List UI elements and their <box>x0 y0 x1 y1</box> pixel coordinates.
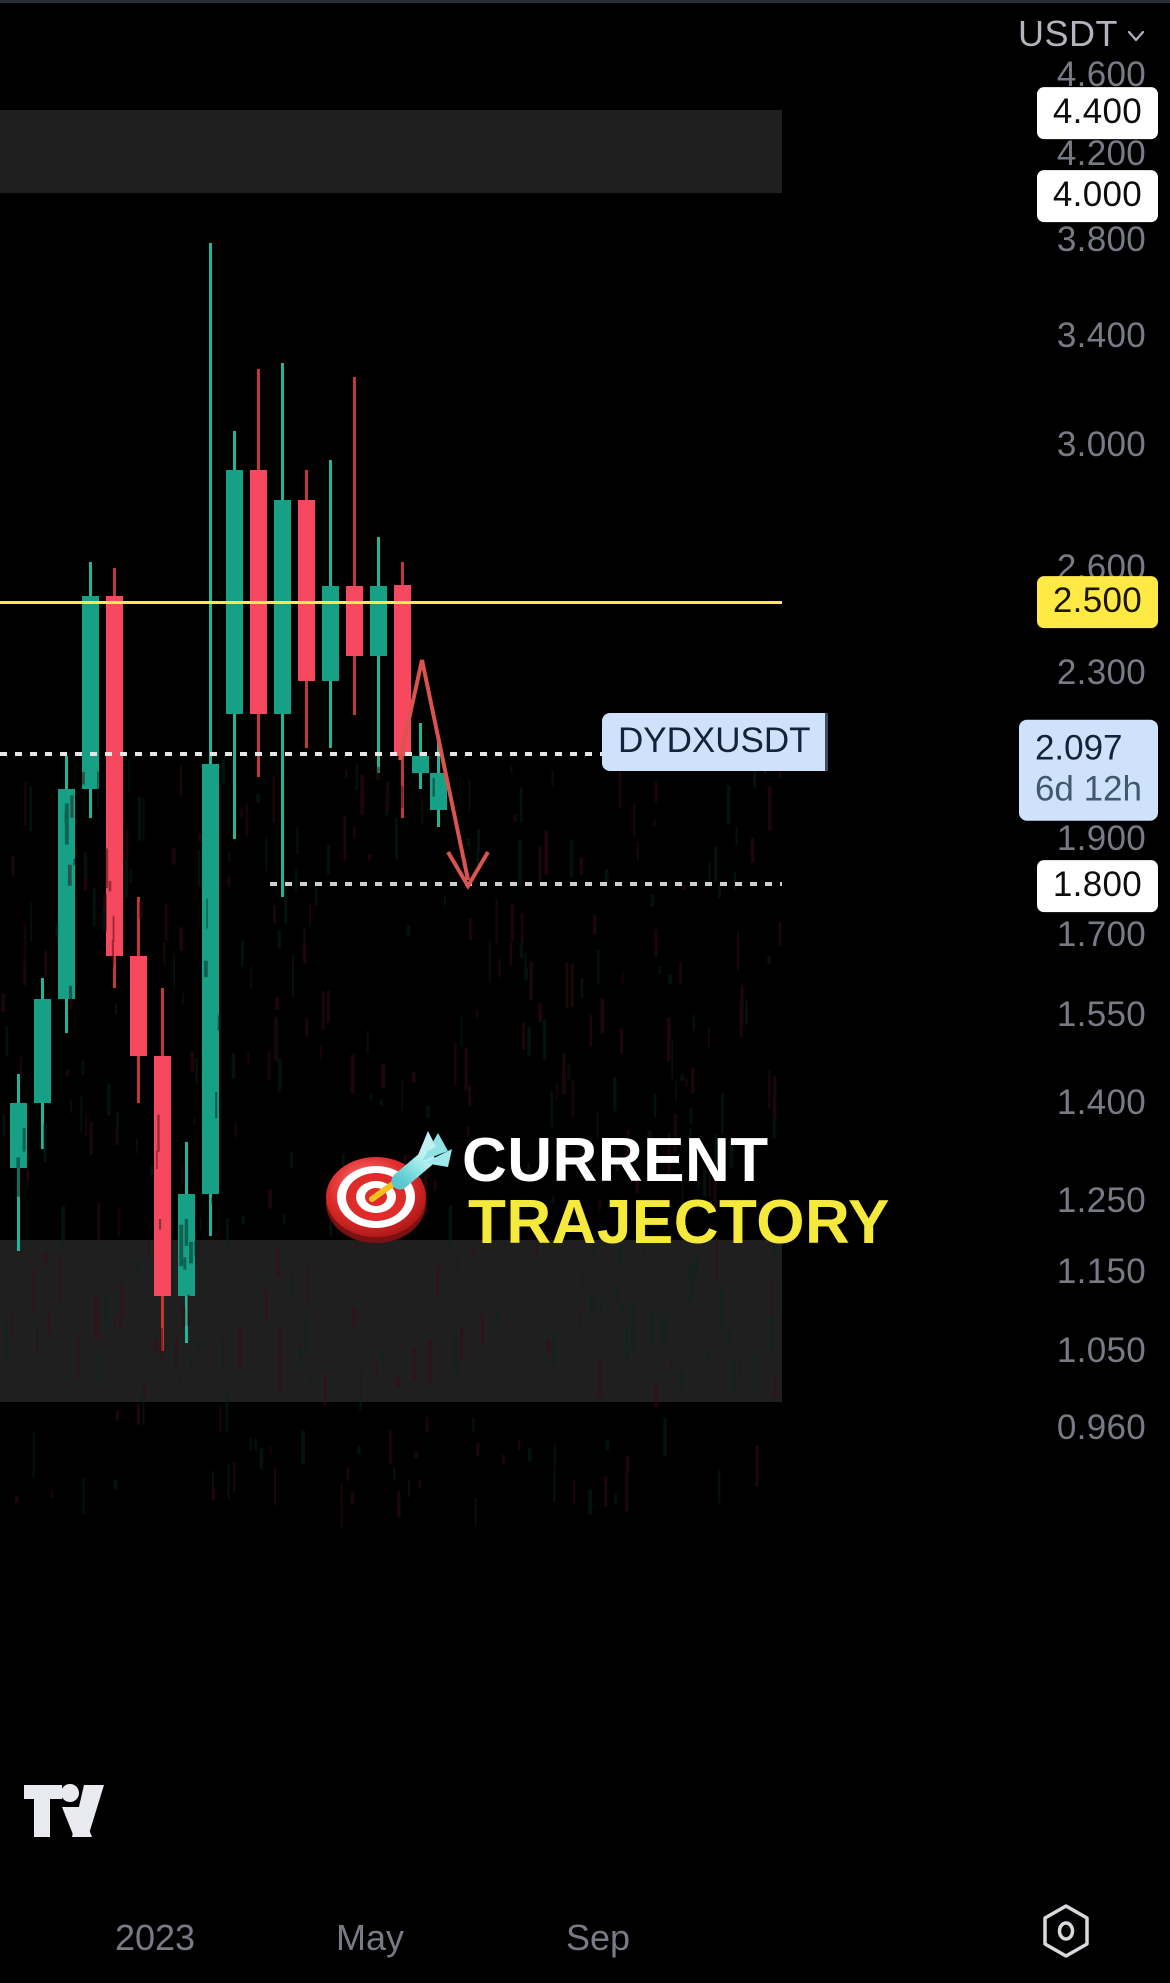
candle-body <box>226 469 243 715</box>
candle-body <box>82 595 99 790</box>
candle <box>250 368 267 777</box>
time-tick: Sep <box>565 1917 631 1958</box>
price-tick-badge: 4.400 <box>1036 87 1158 139</box>
candle-body <box>58 789 75 999</box>
candle <box>202 242 219 1237</box>
level-line-2500[interactable] <box>0 601 782 604</box>
background-noise-candles <box>1 760 782 1528</box>
time-tick: May <box>335 1917 405 1958</box>
price-tick: 1.550 <box>1056 995 1146 1034</box>
symbol-ticker-badge[interactable]: DYDXUSDT <box>602 713 828 771</box>
trajectory-callout: CURRENT TRAJECTORY <box>318 1125 890 1253</box>
candle-wick <box>209 242 212 1237</box>
candle <box>274 363 291 897</box>
price-tick: 2.300 <box>1056 653 1146 692</box>
candle <box>58 756 75 1033</box>
time-tick: 2023 <box>114 1917 196 1958</box>
candle <box>82 561 99 819</box>
currency-selector[interactable]: USDT <box>1018 13 1146 55</box>
currency-label: USDT <box>1018 13 1118 54</box>
price-tick: 1.900 <box>1056 819 1146 858</box>
candle-body <box>250 469 267 715</box>
price-axis[interactable]: USDT 4.600 4.400 4.200 4.000 3.800 3.400 3.000… <box>780 0 1170 1983</box>
price-tick: 3.000 <box>1056 425 1146 464</box>
price-tick: 3.400 <box>1056 316 1146 355</box>
candle-body <box>298 500 315 682</box>
price-tick: 1.250 <box>1056 1181 1146 1220</box>
price-tick: 1.050 <box>1056 1331 1146 1370</box>
candle-body <box>274 500 291 715</box>
level-line-1800[interactable] <box>270 882 782 886</box>
price-tick-badge: 1.800 <box>1036 860 1158 912</box>
callout-line-2: TRAJECTORY <box>468 1187 890 1257</box>
candle-body <box>10 1102 27 1169</box>
bar-countdown: 6d 12h <box>1034 770 1142 809</box>
price-tick: 1.400 <box>1056 1083 1146 1122</box>
candle <box>130 896 147 1103</box>
price-tick-badge: 4.000 <box>1036 170 1158 222</box>
price-tick-badge: 2.500 <box>1036 576 1158 628</box>
candle-wick <box>353 376 356 715</box>
candle <box>322 460 339 748</box>
candle-body <box>130 956 147 1057</box>
candle-body <box>106 596 123 957</box>
candle <box>298 469 315 748</box>
candle-body <box>34 998 51 1103</box>
tradingview-logo[interactable] <box>22 1779 114 1843</box>
candle-body <box>202 764 219 1195</box>
price-tick: 1.700 <box>1056 915 1146 954</box>
symbol-ticker-text: DYDXUSDT <box>618 721 811 760</box>
candle <box>34 977 51 1149</box>
time-axis[interactable]: 2023 May Sep <box>0 1887 1170 1983</box>
top-divider <box>0 0 1170 3</box>
candle-body <box>322 585 339 682</box>
callout-text: CURRENT TRAJECTORY <box>462 1126 890 1257</box>
callout-line-1: CURRENT <box>462 1126 769 1195</box>
price-tick: 1.150 <box>1056 1252 1146 1291</box>
candle <box>226 431 243 839</box>
last-price-value: 2.097 <box>1034 728 1123 768</box>
chevron-down-icon[interactable] <box>1126 26 1146 46</box>
candle <box>106 568 123 989</box>
hexagon-settings-icon[interactable] <box>1040 1903 1092 1959</box>
price-tick: 0.960 <box>1056 1408 1146 1447</box>
level-line-current-price[interactable] <box>0 752 782 756</box>
dart-target-icon <box>318 1125 454 1247</box>
price-tick: 3.800 <box>1056 220 1146 259</box>
price-tick: 4.200 <box>1056 134 1146 173</box>
symbol-price-badge[interactable]: 2.097 6d 12h <box>1018 719 1158 821</box>
